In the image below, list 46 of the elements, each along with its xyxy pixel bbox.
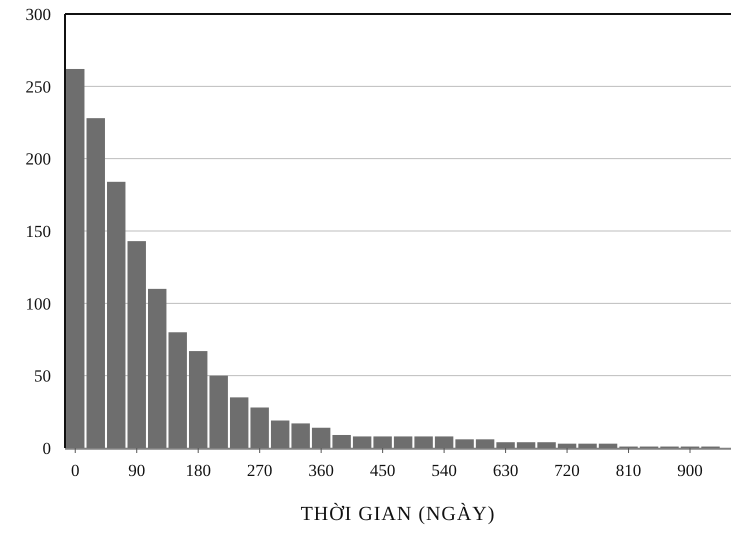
bar [66,68,84,448]
bar [516,442,536,448]
bar [598,444,618,448]
bar [537,442,556,448]
bar [168,332,187,448]
bar [558,444,576,448]
bar [414,436,433,448]
x-tick-label: 360 [308,461,334,480]
y-tick-label: 200 [26,150,51,169]
y-tick-label: 100 [26,294,51,314]
bar [188,351,208,448]
bar [332,434,351,448]
bar [107,182,126,448]
bar [230,397,248,448]
y-tick-label: 250 [26,77,51,96]
bar [352,436,372,448]
x-tick-label: 180 [185,461,211,480]
bar [476,439,494,448]
y-tick-label: 300 [26,4,51,24]
y-tick-label: 0 [42,438,51,458]
bar [312,428,330,448]
bar [434,436,454,448]
bar [148,288,166,448]
x-tick-label: 540 [431,461,457,480]
x-tick-label: 270 [246,461,272,480]
x-tick-label: 720 [554,461,580,480]
x-tick-label: 0 [70,461,80,480]
bar [496,442,515,448]
y-tick-label: 50 [34,366,51,386]
bar [128,241,146,448]
bar [86,118,105,448]
bar [209,376,228,448]
x-tick-label: 630 [492,461,518,480]
bar [394,436,412,448]
x-tick-label: 90 [128,461,146,480]
x-tick-label: 900 [677,461,703,480]
x-tick-label: 810 [616,461,642,480]
bar [373,436,392,448]
bar [270,420,290,448]
bar [250,407,269,448]
bar [455,439,474,448]
y-tick-label: 150 [26,222,51,241]
x-tick-label: 450 [370,461,396,480]
x-axis-title: THỜI GIAN (NGÀY) [300,502,496,525]
bar [291,423,310,448]
bar [578,444,597,448]
